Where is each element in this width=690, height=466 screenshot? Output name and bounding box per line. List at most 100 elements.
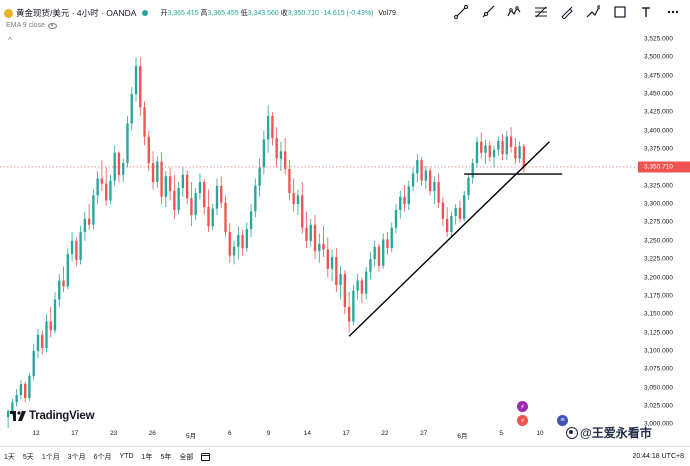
candle[interactable] xyxy=(301,182,304,234)
candle[interactable] xyxy=(24,381,27,403)
candle[interactable] xyxy=(266,105,270,153)
candle[interactable] xyxy=(237,226,240,260)
economic-event-icon[interactable]: ⚡ xyxy=(517,415,528,426)
candle[interactable] xyxy=(185,170,189,205)
range-all-button[interactable]: 全部 xyxy=(179,453,194,461)
candle[interactable] xyxy=(445,207,449,238)
candle[interactable] xyxy=(386,232,389,255)
candle[interactable] xyxy=(284,138,287,175)
candle[interactable] xyxy=(198,173,202,200)
candle[interactable] xyxy=(471,158,474,184)
candle[interactable] xyxy=(288,160,291,201)
calendar-icon[interactable] xyxy=(201,452,211,461)
candle[interactable] xyxy=(488,141,491,162)
trend-line-drawing[interactable] xyxy=(348,141,550,337)
candle[interactable] xyxy=(122,158,125,183)
candle[interactable] xyxy=(407,180,410,211)
range-1y-button[interactable]: 1年 xyxy=(141,453,153,461)
candle[interactable] xyxy=(339,266,342,300)
pattern-icon[interactable] xyxy=(533,4,549,20)
candle[interactable] xyxy=(203,179,206,215)
candle[interactable] xyxy=(151,151,155,190)
indicator-legend[interactable]: EMA 9 close xyxy=(6,22,57,29)
candle[interactable] xyxy=(126,116,129,168)
candle[interactable] xyxy=(207,189,210,233)
candle[interactable] xyxy=(454,204,457,225)
brush-icon[interactable] xyxy=(559,4,575,20)
candle[interactable] xyxy=(403,185,406,212)
candle[interactable] xyxy=(480,132,483,159)
candle[interactable] xyxy=(467,174,470,200)
candle[interactable] xyxy=(492,145,496,168)
candle[interactable] xyxy=(369,251,372,280)
candle[interactable] xyxy=(458,200,462,223)
trend-line-icon[interactable] xyxy=(453,4,469,20)
candle[interactable] xyxy=(134,57,138,102)
candle[interactable] xyxy=(514,138,517,164)
candle[interactable] xyxy=(437,173,440,208)
candle[interactable] xyxy=(463,190,466,222)
candle[interactable] xyxy=(15,389,18,407)
time-axis[interactable]: 12 17 23 26 5月 6 9 14 17 22 27 6月 5 10 xyxy=(0,428,638,442)
us-flag-event-icon[interactable]: ≡ xyxy=(557,415,568,426)
eye-icon[interactable] xyxy=(47,22,57,29)
candle[interactable] xyxy=(335,248,338,293)
candle[interactable] xyxy=(117,151,121,183)
candle[interactable] xyxy=(390,222,393,252)
candle[interactable] xyxy=(190,182,193,227)
ema-indicator-label[interactable]: EMA 9 close xyxy=(6,22,45,29)
candle[interactable] xyxy=(509,127,513,153)
tradingview-logo[interactable]: TradingView xyxy=(10,410,95,422)
candle[interactable] xyxy=(518,141,521,164)
candle[interactable] xyxy=(326,237,329,278)
candle[interactable] xyxy=(143,101,146,146)
candle[interactable] xyxy=(100,160,104,191)
rectangle-icon[interactable] xyxy=(612,4,628,20)
candle[interactable] xyxy=(420,157,423,186)
candle[interactable] xyxy=(177,182,180,215)
candlestick-chart[interactable] xyxy=(0,28,638,428)
candle[interactable] xyxy=(433,176,436,205)
path-icon[interactable] xyxy=(585,4,601,20)
candle[interactable] xyxy=(92,189,95,230)
candle[interactable] xyxy=(241,229,244,256)
candle[interactable] xyxy=(245,222,248,252)
range-6m-button[interactable]: 6个月 xyxy=(93,453,112,461)
candle[interactable] xyxy=(41,330,44,355)
candle[interactable] xyxy=(28,372,31,401)
candle[interactable] xyxy=(497,136,500,156)
economic-event-icon[interactable]: ⚡ xyxy=(517,401,528,412)
candle[interactable] xyxy=(6,409,10,428)
candle[interactable] xyxy=(411,167,415,191)
candle[interactable] xyxy=(168,167,172,201)
candle[interactable] xyxy=(416,154,419,183)
candle[interactable] xyxy=(130,86,133,131)
candle[interactable] xyxy=(45,314,48,353)
candle[interactable] xyxy=(292,178,295,212)
candle[interactable] xyxy=(220,176,223,208)
candle[interactable] xyxy=(36,328,40,359)
range-3m-button[interactable]: 3个月 xyxy=(67,453,86,461)
candle[interactable] xyxy=(330,249,334,282)
range-5d-button[interactable]: 5天 xyxy=(22,453,34,461)
candle[interactable] xyxy=(258,158,261,197)
candle[interactable] xyxy=(505,130,508,161)
candle[interactable] xyxy=(53,292,57,334)
candle[interactable] xyxy=(87,204,91,230)
candle[interactable] xyxy=(364,266,368,300)
candle[interactable] xyxy=(96,171,99,205)
candle[interactable] xyxy=(211,204,214,231)
candle[interactable] xyxy=(66,248,69,290)
candle[interactable] xyxy=(156,156,159,188)
candle[interactable] xyxy=(147,130,150,172)
candle[interactable] xyxy=(322,226,325,257)
candle[interactable] xyxy=(382,233,385,269)
candle[interactable] xyxy=(83,211,87,241)
candle[interactable] xyxy=(305,211,308,249)
candle[interactable] xyxy=(347,292,351,333)
candle[interactable] xyxy=(254,178,257,218)
candle[interactable] xyxy=(49,306,52,338)
candle[interactable] xyxy=(313,215,317,260)
candle[interactable] xyxy=(160,152,163,205)
candle[interactable] xyxy=(249,204,253,238)
